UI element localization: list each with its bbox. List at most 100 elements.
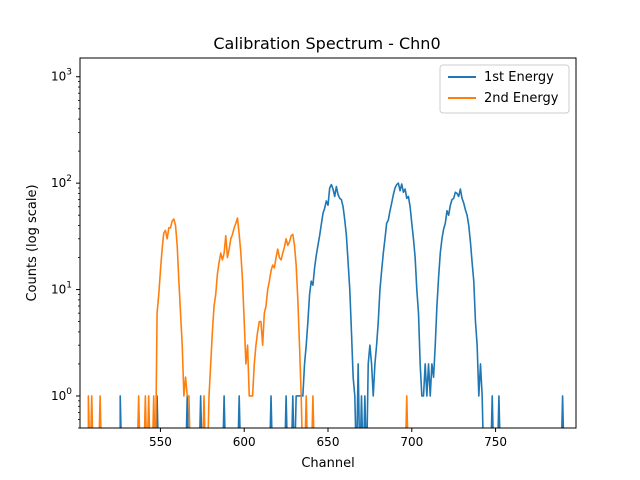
data-point-1st-energy: [562, 395, 563, 396]
data-point-2nd-energy: [237, 217, 238, 218]
data-point-1st-energy: [430, 395, 431, 396]
data-point-1st-energy: [386, 223, 387, 224]
data-point-2nd-energy: [148, 395, 149, 396]
data-point-2nd-energy: [287, 245, 288, 246]
data-point-1st-energy: [331, 184, 332, 185]
data-point-1st-energy: [435, 345, 436, 346]
data-point-1st-energy: [314, 267, 315, 268]
data-point-1st-energy: [337, 194, 338, 195]
data-point-2nd-energy: [208, 395, 209, 396]
data-point-2nd-energy: [156, 313, 157, 314]
data-point-1st-energy: [321, 224, 322, 225]
data-point-1st-energy: [369, 345, 370, 346]
data-point-1st-energy: [443, 229, 444, 230]
data-point-1st-energy: [368, 363, 369, 364]
data-point-1st-energy: [309, 294, 310, 295]
data-point-1st-energy: [478, 395, 479, 396]
data-point-1st-energy: [403, 192, 404, 193]
data-point-2nd-energy: [296, 264, 297, 265]
data-point-2nd-energy: [230, 238, 231, 239]
legend: 1st Energy 2nd Energy: [439, 64, 570, 114]
data-point-2nd-energy: [240, 253, 241, 254]
data-point-1st-energy: [451, 199, 452, 200]
legend-label-2nd-energy: 2nd Energy: [484, 91, 559, 106]
data-point-1st-energy: [373, 395, 374, 396]
data-point-1st-energy: [401, 183, 402, 184]
data-point-1st-energy: [418, 313, 419, 314]
data-point-1st-energy: [311, 281, 312, 282]
x-tick-label: 700: [400, 435, 423, 449]
data-point-2nd-energy: [178, 281, 179, 282]
data-point-2nd-energy: [234, 227, 235, 228]
data-point-2nd-energy: [163, 232, 164, 233]
data-point-1st-energy: [364, 395, 365, 396]
data-point-1st-energy: [379, 289, 380, 290]
data-point-1st-energy: [297, 395, 298, 396]
data-point-1st-energy: [383, 253, 384, 254]
data-point-1st-energy: [384, 238, 385, 239]
data-point-2nd-energy: [187, 395, 188, 396]
data-point-1st-energy: [329, 187, 330, 188]
data-point-2nd-energy: [222, 259, 223, 260]
data-point-2nd-energy: [277, 249, 278, 250]
series-2nd-energy: [87, 217, 409, 428]
legend-label-1st-energy: 1st Energy: [484, 70, 554, 85]
data-point-1st-energy: [465, 209, 466, 210]
data-point-1st-energy: [306, 345, 307, 346]
data-point-2nd-energy: [165, 230, 166, 231]
data-point-1st-energy: [428, 363, 429, 364]
data-point-1st-energy: [498, 395, 499, 396]
data-point-2nd-energy: [274, 267, 275, 268]
data-point-2nd-energy: [160, 270, 161, 271]
data-point-1st-energy: [270, 395, 271, 396]
data-point-1st-energy: [354, 395, 355, 396]
data-point-2nd-energy: [406, 395, 407, 396]
data-point-1st-energy: [399, 190, 400, 191]
data-point-1st-energy: [410, 206, 411, 207]
y-tick-label: 102: [51, 174, 72, 190]
data-point-2nd-energy: [224, 253, 225, 254]
data-point-1st-energy: [391, 202, 392, 203]
data-point-2nd-energy: [180, 313, 181, 314]
data-point-1st-energy: [482, 395, 483, 396]
data-point-1st-energy: [480, 363, 481, 364]
data-point-2nd-energy: [213, 305, 214, 306]
y-tick-label: 101: [51, 281, 72, 297]
data-point-2nd-energy: [225, 235, 226, 236]
data-point-1st-energy: [304, 363, 305, 364]
y-tick-label: 103: [51, 68, 72, 84]
data-point-1st-energy: [302, 395, 303, 396]
data-point-1st-energy: [413, 238, 414, 239]
data-point-1st-energy: [408, 196, 409, 197]
data-point-1st-energy: [120, 395, 121, 396]
data-point-2nd-energy: [291, 235, 292, 236]
data-point-1st-energy: [421, 395, 422, 396]
x-tick-label: 750: [484, 435, 507, 449]
data-point-1st-energy: [239, 395, 240, 396]
data-point-2nd-energy: [267, 289, 268, 290]
data-point-1st-energy: [463, 202, 464, 203]
data-point-1st-energy: [426, 395, 427, 396]
data-point-2nd-energy: [91, 395, 92, 396]
data-point-2nd-energy: [158, 294, 159, 295]
data-point-2nd-energy: [280, 259, 281, 260]
data-point-1st-energy: [415, 257, 416, 258]
data-point-2nd-energy: [279, 257, 280, 258]
data-point-1st-energy: [389, 210, 390, 211]
data-point-2nd-energy: [269, 281, 270, 282]
data-point-1st-energy: [440, 253, 441, 254]
data-point-2nd-energy: [185, 377, 186, 378]
data-point-2nd-energy: [162, 249, 163, 250]
data-point-2nd-energy: [175, 225, 176, 226]
data-point-1st-energy: [446, 210, 447, 211]
data-point-2nd-energy: [203, 395, 204, 396]
data-point-2nd-energy: [188, 395, 189, 396]
data-point-1st-energy: [450, 205, 451, 206]
y-axis-label: Counts (log scale): [25, 184, 40, 301]
data-point-1st-energy: [336, 186, 337, 187]
data-point-1st-energy: [455, 192, 456, 193]
data-point-2nd-energy: [138, 395, 139, 396]
data-point-2nd-energy: [252, 395, 253, 396]
data-point-2nd-energy: [227, 257, 228, 258]
